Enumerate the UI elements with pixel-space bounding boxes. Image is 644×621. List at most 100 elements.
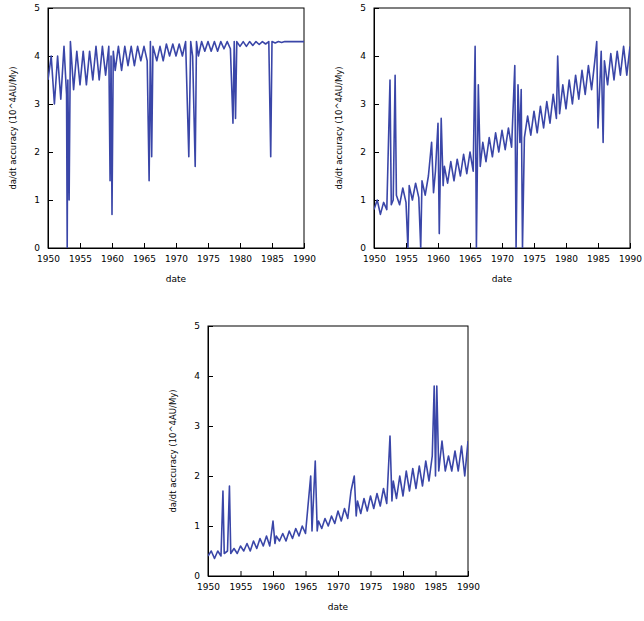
x-tick-label: 1970 bbox=[491, 254, 514, 264]
x-tick-label: 1950 bbox=[37, 254, 60, 264]
y-tick: 3 bbox=[194, 421, 213, 431]
x-axis-title: date bbox=[328, 602, 349, 612]
x-tick: 1955 bbox=[69, 243, 92, 264]
x-tick-label: 1990 bbox=[293, 254, 316, 264]
series-line bbox=[208, 386, 468, 559]
x-tick-label: 1980 bbox=[392, 582, 415, 592]
y-axis-line bbox=[374, 9, 375, 249]
y-tick-label: 3 bbox=[194, 421, 200, 431]
y-tick: 1 bbox=[34, 195, 53, 205]
x-tick-label: 1960 bbox=[262, 582, 285, 592]
y-tick-mark bbox=[374, 104, 379, 105]
x-tick: 1975 bbox=[523, 243, 546, 264]
x-tick: 1980 bbox=[229, 243, 252, 264]
x-tick-label: 1970 bbox=[165, 254, 188, 264]
y-tick-mark bbox=[208, 476, 213, 477]
x-tick: 1980 bbox=[392, 571, 415, 592]
y-tick-mark bbox=[374, 248, 379, 249]
y-tick-mark bbox=[208, 526, 213, 527]
x-tick: 1980 bbox=[555, 243, 578, 264]
y-tick-label: 2 bbox=[194, 471, 200, 481]
x-tick: 1955 bbox=[230, 571, 253, 592]
y-axis: 012345 bbox=[194, 321, 213, 581]
x-tick-label: 1965 bbox=[459, 254, 482, 264]
x-tick: 1985 bbox=[425, 571, 448, 592]
x-tick: 1990 bbox=[457, 571, 480, 592]
plot-area bbox=[374, 42, 630, 248]
x-tick-mark bbox=[338, 571, 339, 576]
x-tick-mark bbox=[406, 243, 407, 248]
x-tick-label: 1965 bbox=[133, 254, 156, 264]
y-axis-title: da/dt accuracy (10^4AU/My) bbox=[168, 389, 178, 512]
x-tick: 1970 bbox=[165, 243, 188, 264]
x-tick-mark bbox=[176, 243, 177, 248]
y-tick-mark bbox=[48, 152, 53, 153]
x-tick-mark bbox=[112, 243, 113, 248]
x-tick-mark bbox=[371, 571, 372, 576]
x-tick-label: 1955 bbox=[69, 254, 92, 264]
x-tick-label: 1985 bbox=[425, 582, 448, 592]
x-tick-label: 1960 bbox=[101, 254, 124, 264]
y-tick: 2 bbox=[34, 147, 53, 157]
x-axis-line bbox=[209, 576, 469, 577]
y-tick-label: 0 bbox=[194, 571, 200, 581]
panel: 1950195519601965197019751980198519900123… bbox=[8, 3, 316, 284]
y-tick-label: 0 bbox=[360, 243, 366, 253]
x-tick: 1960 bbox=[427, 243, 450, 264]
x-tick: 1965 bbox=[295, 571, 318, 592]
plot-area bbox=[208, 386, 468, 559]
x-axis: 1950 1955 1960 1965 1970 1975 1980 1985 1990 bbox=[197, 571, 480, 592]
y-axis: 0 1 2 3 4 5 bbox=[360, 3, 379, 253]
x-axis-title: date bbox=[492, 274, 513, 284]
y-tick-mark bbox=[48, 248, 53, 249]
y-tick-label: 4 bbox=[194, 371, 200, 381]
x-tick: 1965 bbox=[133, 243, 156, 264]
y-tick-label: 1 bbox=[360, 195, 366, 205]
y-axis-title: da/dt accuracy (10^4AU/My) bbox=[8, 66, 18, 189]
y-tick: 2 bbox=[194, 471, 213, 481]
x-tick-label: 1975 bbox=[197, 254, 220, 264]
x-tick-mark bbox=[468, 571, 469, 576]
series-line bbox=[48, 42, 304, 248]
x-tick-mark bbox=[534, 243, 535, 248]
x-tick-mark bbox=[436, 571, 437, 576]
x-tick: 1960 bbox=[262, 571, 285, 592]
x-tick: 1970 bbox=[327, 571, 350, 592]
x-tick-label: 1960 bbox=[427, 254, 450, 264]
x-tick-label: 1985 bbox=[587, 254, 610, 264]
x-tick: 1990 bbox=[619, 243, 642, 264]
y-tick: 0 bbox=[360, 243, 379, 253]
y-tick-mark bbox=[208, 326, 213, 327]
y-axis-line bbox=[208, 327, 209, 577]
y-tick-mark bbox=[374, 8, 379, 9]
x-axis: 195019551960196519701975198019851990 bbox=[37, 243, 316, 264]
y-tick-label: 5 bbox=[360, 3, 366, 13]
y-tick-label: 3 bbox=[34, 99, 40, 109]
y-tick: 5 bbox=[194, 321, 213, 331]
x-axis-line bbox=[49, 248, 305, 249]
x-tick-mark bbox=[403, 571, 404, 576]
y-tick-mark bbox=[48, 104, 53, 105]
y-tick: 4 bbox=[360, 51, 379, 61]
x-tick-mark bbox=[272, 243, 273, 248]
x-tick: 1975 bbox=[360, 571, 383, 592]
x-tick: 1985 bbox=[587, 243, 610, 264]
y-tick-label: 0 bbox=[34, 243, 40, 253]
y-tick-label: 1 bbox=[34, 195, 40, 205]
x-tick-mark bbox=[304, 243, 305, 248]
x-axis-title: date bbox=[166, 274, 187, 284]
panel: 1950195519601965197019751980198519900123… bbox=[334, 3, 642, 284]
x-tick-mark bbox=[273, 571, 274, 576]
y-tick-label: 3 bbox=[360, 99, 366, 109]
y-axis-title: da/dt accuracy (10^4AU/My) bbox=[334, 66, 344, 189]
x-tick-mark bbox=[306, 571, 307, 576]
y-tick-mark bbox=[48, 8, 53, 9]
x-tick-mark bbox=[241, 571, 242, 576]
y-tick: 0 bbox=[194, 571, 213, 581]
panel: 1950195519601965197019751980198519900123… bbox=[168, 321, 480, 612]
y-tick-label: 2 bbox=[34, 147, 40, 157]
y-tick-mark bbox=[208, 376, 213, 377]
x-tick-label: 1950 bbox=[197, 582, 220, 592]
x-tick: 1975 bbox=[197, 243, 220, 264]
y-tick: 2 bbox=[360, 147, 379, 157]
